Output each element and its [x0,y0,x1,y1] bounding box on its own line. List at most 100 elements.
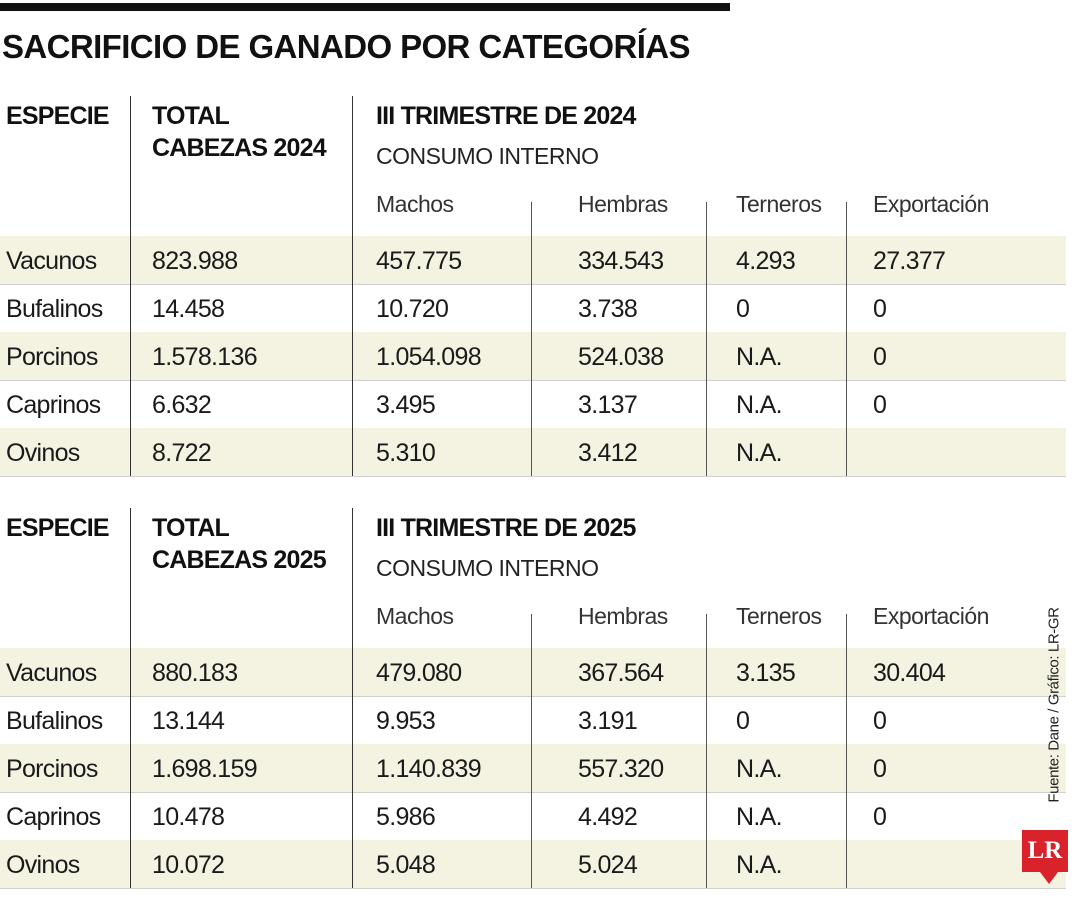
cell-hembras: 3.738 [578,295,638,323]
column-divider [352,508,353,888]
cell-machos: 5.986 [376,803,436,831]
cell-terneros: N.A. [736,851,783,879]
table-header: ESPECIE TOTAL CABEZAS 2024 III TRIMESTRE DE… [0,96,1066,236]
lr-logo-tail [1040,872,1058,884]
total-header-line2: CABEZAS 2025 [152,546,327,574]
cell-especie: Bufalinos [6,707,103,735]
subheader-hembras: Hembras [578,191,668,217]
cell-hembras: 5.024 [578,851,638,879]
cell-terneros: N.A. [736,343,783,371]
cell-especie: Ovinos [6,439,80,467]
total-header: TOTAL CABEZAS 2025 [152,512,327,576]
column-divider [130,508,131,888]
cell-total: 13.144 [152,707,225,735]
column-divider [531,614,532,888]
cell-especie: Bufalinos [6,295,103,323]
cell-especie: Porcinos [6,343,98,371]
cell-especie: Porcinos [6,755,98,783]
subheader-machos: Machos [376,603,454,629]
subheader-exportacion: Exportación [873,603,989,629]
cell-total: 6.632 [152,391,212,419]
subheader-terneros: Terneros [736,603,822,629]
cell-total: 8.722 [152,439,212,467]
table-row: Porcinos 1.578.136 1.054.098 524.038 N.A. 0 [0,332,1066,381]
column-divider [706,614,707,888]
table-header: ESPECIE TOTAL CABEZAS 2025 III TRIMESTRE DE… [0,508,1066,648]
lr-logo: LR [1022,830,1068,872]
cell-machos: 457.775 [376,247,462,275]
cell-especie: Caprinos [6,803,101,831]
consumo-header: CONSUMO INTERNO [376,143,599,169]
table-row: Bufalinos 14.458 10.720 3.738 0 0 [0,284,1066,333]
cell-especie: Ovinos [6,851,80,879]
cell-exportacion: 30.404 [873,659,946,687]
cell-total: 14.458 [152,295,225,323]
source-credit: Fuente: Dane / Gráfico: LR-GR [1043,595,1065,815]
cell-hembras: 4.492 [578,803,638,831]
column-divider [846,202,847,476]
cell-machos: 9.953 [376,707,436,735]
cell-terneros: 0 [736,295,750,323]
cell-total: 823.988 [152,247,238,275]
cell-especie: Vacunos [6,659,97,687]
total-header: TOTAL CABEZAS 2024 [152,100,327,164]
cell-exportacion: 0 [873,343,887,371]
cell-hembras: 524.038 [578,343,664,371]
cell-exportacion: 0 [873,707,887,735]
cell-exportacion: 0 [873,295,887,323]
subheader-exportacion: Exportación [873,191,989,217]
cell-especie: Caprinos [6,391,101,419]
cell-machos: 1.140.839 [376,755,482,783]
table-row: Vacunos 880.183 479.080 367.564 3.135 30.404 [0,648,1066,697]
cell-terneros: N.A. [736,439,783,467]
source-text: Fuente: Dane / Gráfico: LR-GR [1045,607,1063,803]
cell-hembras: 3.137 [578,391,638,419]
cell-hembras: 367.564 [578,659,664,687]
cell-total: 880.183 [152,659,238,687]
cell-machos: 5.048 [376,851,436,879]
cell-terneros: N.A. [736,803,783,831]
cell-especie: Vacunos [6,247,97,275]
cell-exportacion: 27.377 [873,247,946,275]
page-title: SACRIFICIO DE GANADO POR CATEGORÍAS [2,28,691,65]
cell-total: 10.072 [152,851,225,879]
column-divider [846,614,847,888]
total-header-line2: CABEZAS 2024 [152,134,327,162]
cell-exportacion: 0 [873,803,887,831]
table-row: Ovinos 10.072 5.048 5.024 N.A. [0,840,1066,889]
subheader-terneros: Terneros [736,191,822,217]
table-row: Bufalinos 13.144 9.953 3.191 0 0 [0,696,1066,745]
cell-terneros: 3.135 [736,659,796,687]
column-divider [352,96,353,476]
period-header: III TRIMESTRE DE 2024 [376,102,636,130]
total-header-line1: TOTAL [152,102,230,130]
table-row: Caprinos 10.478 5.986 4.492 N.A. 0 [0,792,1066,841]
top-rule [0,3,730,11]
column-divider [706,202,707,476]
subheader-machos: Machos [376,191,454,217]
cell-hembras: 3.412 [578,439,638,467]
table-row: Ovinos 8.722 5.310 3.412 N.A. [0,428,1066,477]
cell-machos: 5.310 [376,439,436,467]
table-row: Vacunos 823.988 457.775 334.543 4.293 27.377 [0,236,1066,285]
period-header: III TRIMESTRE DE 2025 [376,514,636,542]
subheader-hembras: Hembras [578,603,668,629]
cell-total: 1.578.136 [152,343,258,371]
column-divider [531,202,532,476]
total-header-line1: TOTAL [152,514,230,542]
cell-hembras: 557.320 [578,755,664,783]
cell-hembras: 3.191 [578,707,638,735]
cell-terneros: N.A. [736,391,783,419]
cell-machos: 479.080 [376,659,462,687]
consumo-header: CONSUMO INTERNO [376,555,599,581]
cell-total: 10.478 [152,803,225,831]
table-row: Porcinos 1.698.159 1.140.839 557.320 N.A. 0 [0,744,1066,793]
cell-hembras: 334.543 [578,247,664,275]
cell-exportacion: 0 [873,391,887,419]
cell-terneros: 4.293 [736,247,796,275]
especie-header: ESPECIE [6,102,110,130]
cell-exportacion: 0 [873,755,887,783]
cell-machos: 1.054.098 [376,343,482,371]
cell-machos: 10.720 [376,295,449,323]
cell-terneros: N.A. [736,755,783,783]
